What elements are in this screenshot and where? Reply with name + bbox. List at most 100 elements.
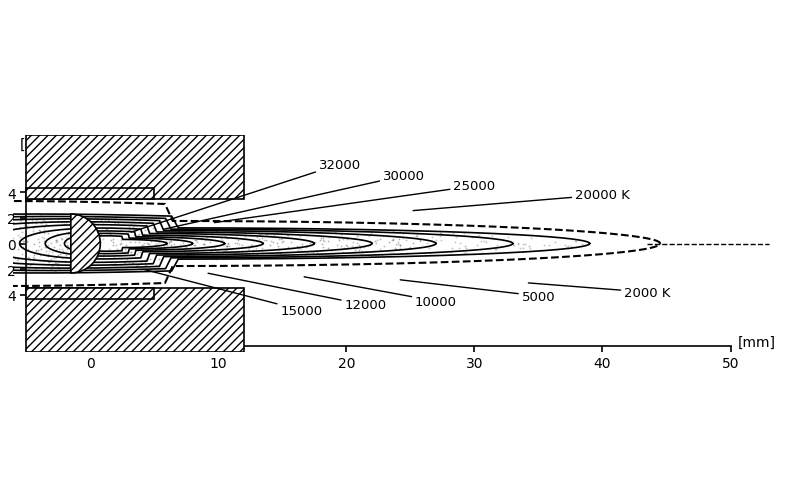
Point bbox=[48, 244, 61, 251]
Point bbox=[167, 252, 179, 260]
Point bbox=[24, 261, 37, 268]
Point bbox=[0, 227, 2, 235]
Point bbox=[67, 257, 79, 264]
Point bbox=[21, 266, 34, 274]
Point bbox=[130, 263, 143, 270]
Point bbox=[152, 230, 164, 238]
Point bbox=[384, 250, 396, 258]
Point bbox=[40, 252, 53, 260]
Point bbox=[152, 263, 164, 270]
Point bbox=[390, 245, 402, 253]
Point bbox=[247, 247, 259, 255]
Point bbox=[27, 224, 39, 232]
Point bbox=[299, 228, 311, 236]
Point bbox=[211, 248, 223, 256]
Point bbox=[424, 249, 436, 257]
Point bbox=[58, 257, 71, 265]
Point bbox=[72, 260, 85, 268]
Point bbox=[117, 264, 130, 271]
Point bbox=[435, 237, 448, 244]
Point bbox=[32, 226, 45, 234]
Point bbox=[238, 229, 251, 237]
Point bbox=[61, 243, 74, 251]
Point bbox=[35, 220, 47, 227]
Point bbox=[273, 252, 285, 260]
Point bbox=[121, 244, 134, 251]
Point bbox=[274, 236, 287, 244]
Point bbox=[0, 245, 9, 253]
Point bbox=[0, 227, 2, 235]
Point bbox=[334, 231, 347, 239]
Point bbox=[261, 230, 274, 238]
Point bbox=[244, 232, 256, 240]
Point bbox=[233, 241, 245, 248]
Point bbox=[100, 225, 112, 233]
Point bbox=[230, 248, 242, 256]
Point bbox=[191, 239, 204, 247]
Point bbox=[358, 243, 370, 251]
Point bbox=[316, 237, 329, 245]
Point bbox=[228, 250, 241, 258]
Point bbox=[6, 235, 19, 243]
Point bbox=[370, 240, 383, 247]
Point bbox=[72, 246, 84, 254]
Point bbox=[127, 259, 140, 267]
Point bbox=[347, 244, 360, 252]
Point bbox=[255, 244, 268, 252]
Point bbox=[57, 221, 70, 228]
Point bbox=[208, 244, 221, 252]
Point bbox=[140, 220, 152, 228]
Point bbox=[22, 253, 35, 261]
Point bbox=[271, 243, 284, 250]
Point bbox=[72, 211, 84, 219]
Point bbox=[46, 263, 58, 270]
Point bbox=[140, 256, 152, 264]
Point bbox=[336, 229, 348, 237]
Point bbox=[386, 237, 399, 245]
Point bbox=[29, 247, 42, 255]
Point bbox=[89, 215, 101, 223]
Point bbox=[236, 247, 248, 255]
Point bbox=[391, 241, 404, 249]
Point bbox=[108, 219, 120, 226]
Point bbox=[54, 250, 67, 258]
Point bbox=[397, 229, 410, 237]
Point bbox=[512, 241, 524, 248]
Point bbox=[0, 220, 4, 228]
Point bbox=[16, 250, 28, 258]
Point bbox=[346, 243, 358, 251]
Point bbox=[25, 232, 38, 240]
Point bbox=[156, 256, 168, 264]
Point bbox=[61, 242, 73, 250]
Point bbox=[400, 249, 413, 257]
Point bbox=[19, 268, 31, 276]
Point bbox=[51, 218, 64, 225]
Point bbox=[26, 213, 39, 221]
Point bbox=[221, 243, 233, 251]
Point bbox=[296, 240, 308, 248]
Point bbox=[155, 219, 167, 226]
Point bbox=[186, 233, 199, 241]
Point bbox=[180, 244, 193, 251]
Point bbox=[97, 236, 109, 244]
Point bbox=[351, 240, 363, 247]
Point bbox=[281, 231, 293, 239]
Point bbox=[52, 251, 64, 259]
Point bbox=[255, 234, 268, 242]
Point bbox=[188, 242, 200, 249]
Point bbox=[30, 265, 42, 273]
Point bbox=[0, 240, 6, 248]
Point bbox=[145, 244, 157, 251]
Point bbox=[81, 242, 94, 250]
Point bbox=[0, 255, 10, 263]
Point bbox=[297, 247, 310, 255]
Point bbox=[12, 255, 24, 263]
Point bbox=[0, 250, 9, 258]
Point bbox=[318, 244, 330, 252]
Point bbox=[160, 241, 172, 248]
Point bbox=[130, 246, 142, 254]
Point bbox=[307, 248, 319, 256]
Point bbox=[242, 246, 255, 254]
Point bbox=[421, 240, 433, 247]
Point bbox=[198, 241, 211, 248]
